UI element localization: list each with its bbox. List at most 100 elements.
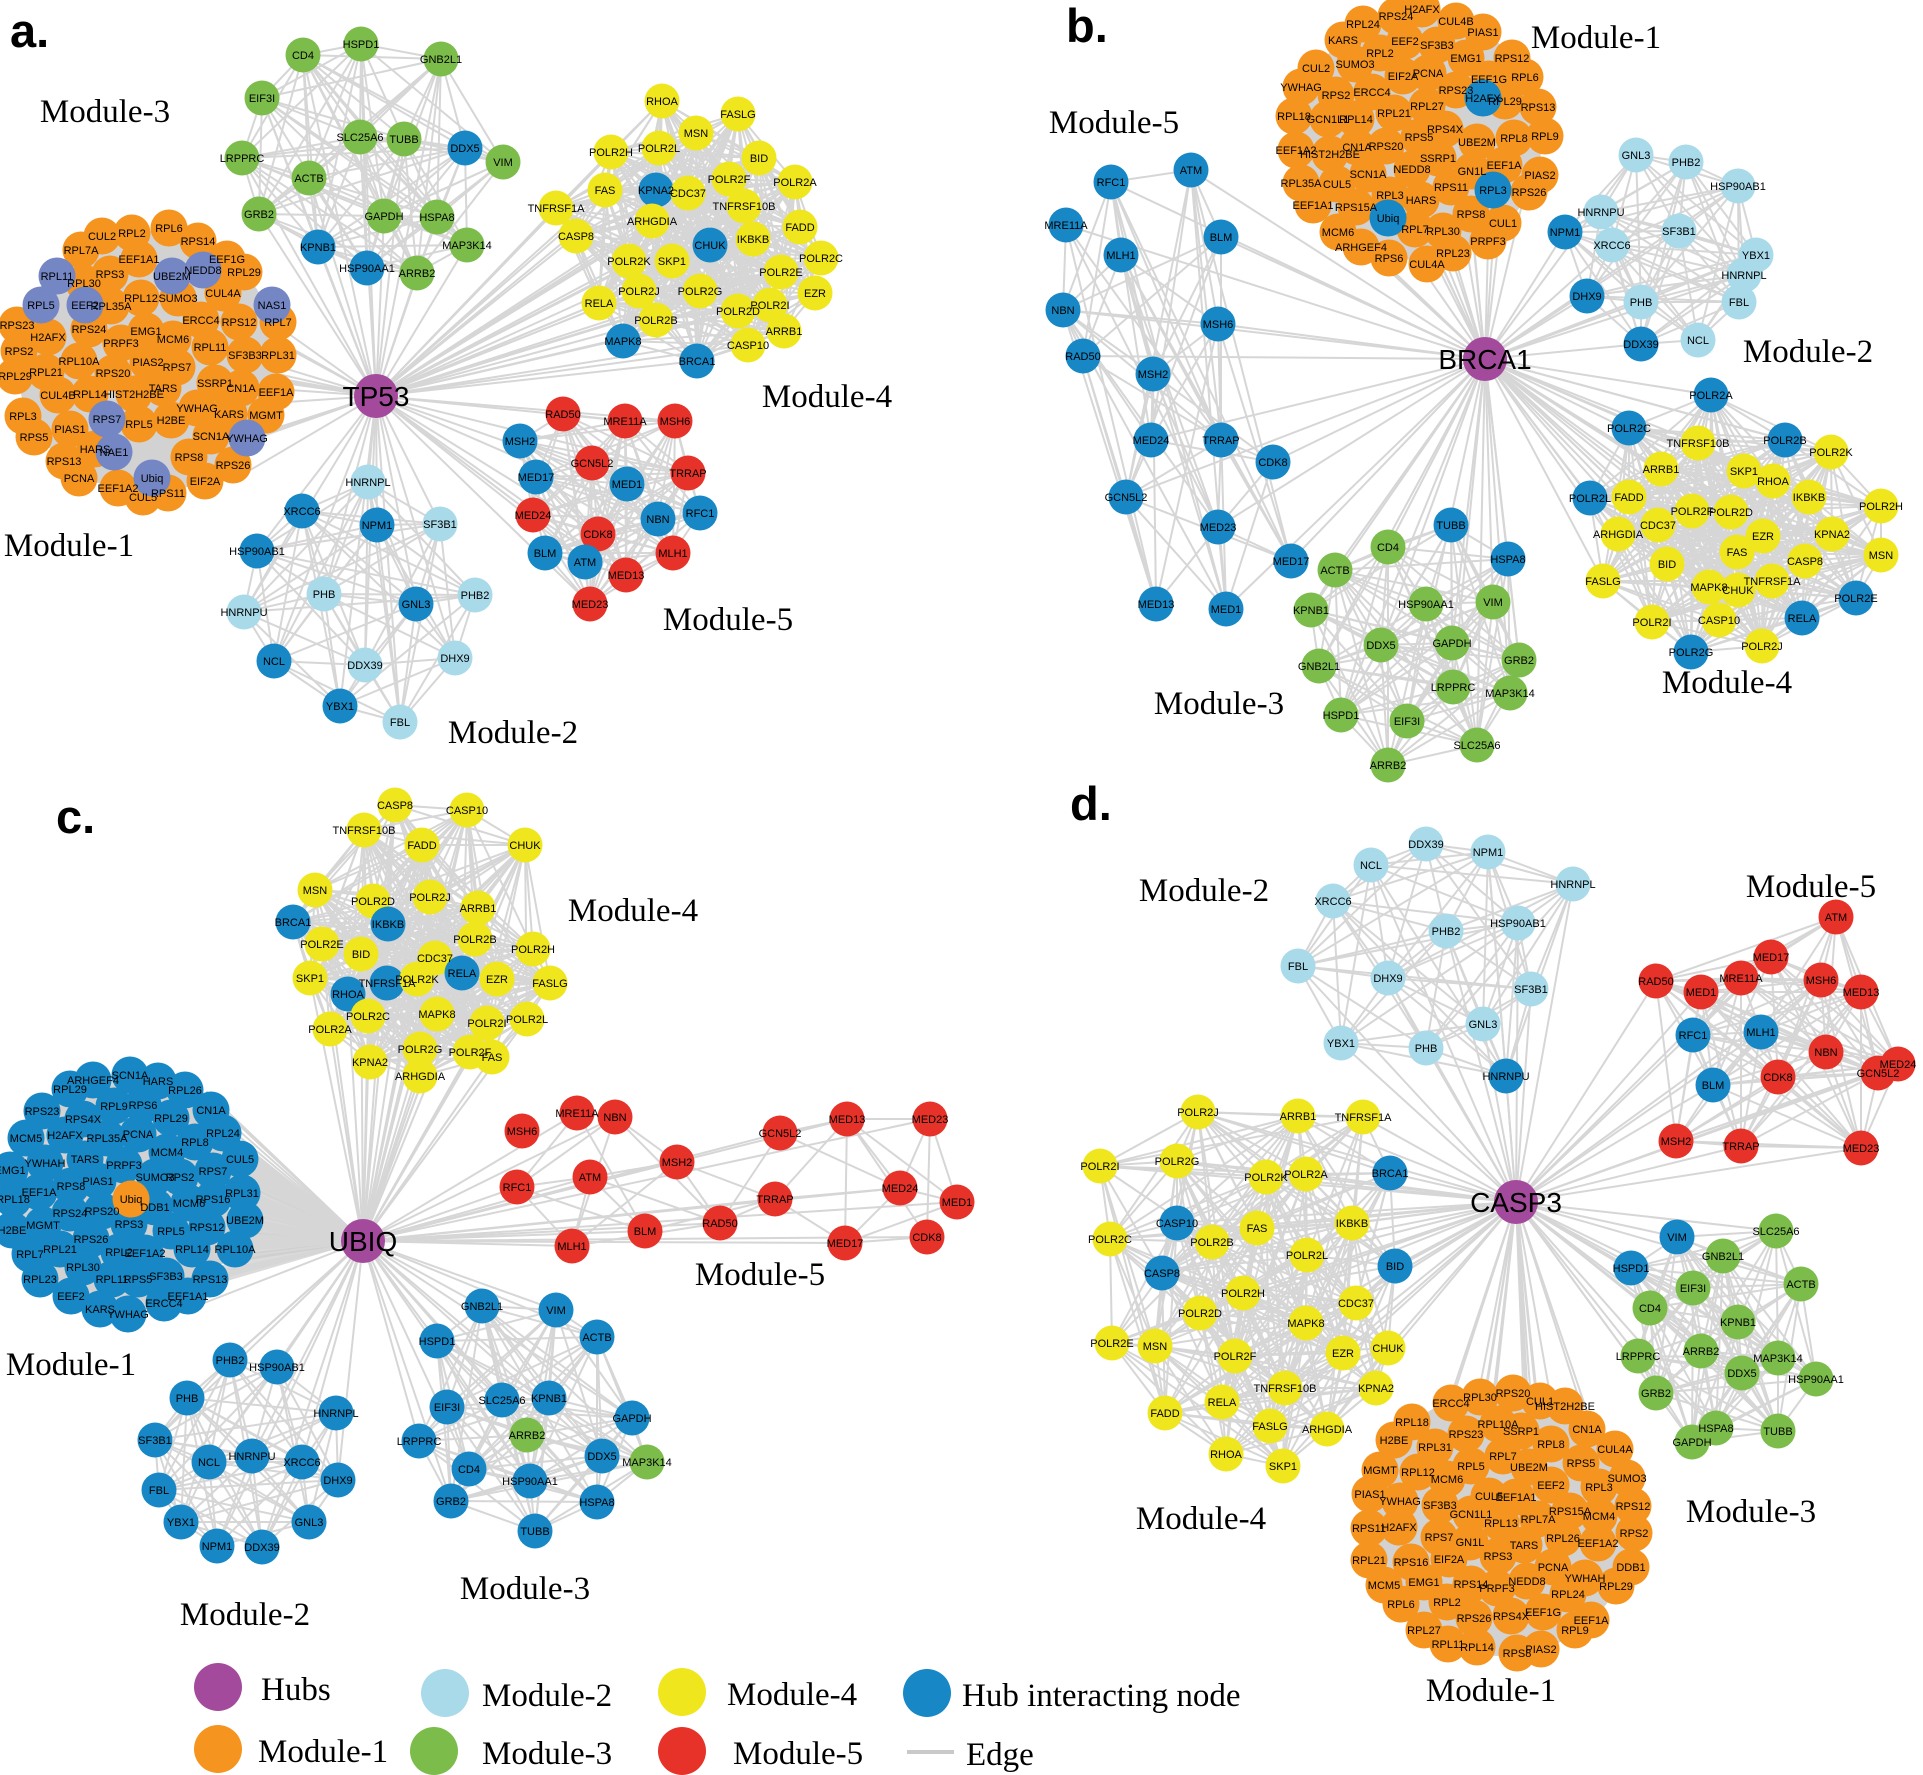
svg-text:MED17: MED17 (1753, 952, 1790, 964)
svg-text:MSN: MSN (684, 128, 709, 140)
svg-text:YBX1: YBX1 (1327, 1038, 1355, 1050)
svg-text:POLR2F: POLR2F (708, 174, 751, 186)
svg-text:MRE11A: MRE11A (603, 416, 647, 428)
svg-text:YBX1: YBX1 (167, 1517, 195, 1529)
svg-text:POLR2J: POLR2J (1177, 1107, 1219, 1119)
svg-text:H2BE: H2BE (1380, 1435, 1409, 1447)
svg-text:Module-1: Module-1 (258, 1734, 388, 1770)
svg-text:MLH1: MLH1 (1746, 1027, 1775, 1039)
svg-text:DDX39: DDX39 (1408, 839, 1443, 851)
svg-text:MCM6: MCM6 (1431, 1474, 1463, 1486)
svg-text:VIM: VIM (493, 157, 513, 169)
svg-text:EEF2: EEF2 (1391, 36, 1419, 48)
svg-text:PIAS2: PIAS2 (1525, 1644, 1556, 1656)
svg-text:BRCA1: BRCA1 (1438, 344, 1531, 375)
svg-text:Module-3: Module-3 (460, 1571, 590, 1607)
svg-text:EEF1A2: EEF1A2 (125, 1248, 166, 1260)
svg-text:RPS12: RPS12 (222, 317, 257, 329)
svg-text:CUL4B: CUL4B (40, 390, 75, 402)
svg-text:KPNB1: KPNB1 (300, 242, 336, 254)
svg-text:EIF3I: EIF3I (1680, 1283, 1706, 1295)
svg-text:POLR2L: POLR2L (1569, 493, 1611, 505)
svg-text:EEF1A: EEF1A (1487, 160, 1523, 172)
svg-text:PRPF3: PRPF3 (106, 1160, 141, 1172)
svg-text:MSN: MSN (1143, 1341, 1168, 1353)
svg-text:FASLG: FASLG (532, 978, 567, 990)
svg-text:FADD: FADD (1150, 1408, 1179, 1420)
svg-text:PIAS1: PIAS1 (1467, 27, 1498, 39)
svg-text:HSPA8: HSPA8 (1698, 1423, 1733, 1435)
svg-text:SLC25A6: SLC25A6 (1453, 740, 1500, 752)
svg-text:CUL2: CUL2 (88, 231, 116, 243)
svg-text:H2AFX: H2AFX (30, 332, 66, 344)
svg-text:YWHAG: YWHAG (226, 433, 268, 445)
svg-text:GN1L: GN1L (1456, 1537, 1485, 1549)
svg-text:CN1A: CN1A (226, 383, 256, 395)
svg-text:MCM5: MCM5 (10, 1133, 42, 1145)
svg-text:SUMO3: SUMO3 (135, 1172, 174, 1184)
svg-text:HNRNPL: HNRNPL (345, 477, 390, 489)
svg-text:ARHGEF4: ARHGEF4 (67, 1075, 119, 1087)
svg-text:RAD50: RAD50 (1638, 976, 1673, 988)
svg-text:RPS13: RPS13 (1521, 102, 1556, 114)
svg-text:HARS: HARS (143, 1076, 174, 1088)
svg-text:RFC1: RFC1 (503, 1182, 532, 1194)
svg-text:RPL18: RPL18 (1277, 111, 1311, 123)
svg-text:MLH1: MLH1 (1106, 250, 1135, 262)
svg-text:CUL1: CUL1 (1489, 218, 1517, 230)
svg-text:POLR2A: POLR2A (773, 177, 817, 189)
svg-text:H2AFX: H2AFX (1465, 93, 1501, 105)
svg-text:DDX39: DDX39 (1623, 339, 1658, 351)
svg-text:MSH6: MSH6 (507, 1126, 538, 1138)
svg-text:EEF1A1: EEF1A1 (1293, 200, 1334, 212)
svg-text:NPM1: NPM1 (1473, 847, 1504, 859)
svg-text:EEF1A: EEF1A (259, 387, 295, 399)
svg-text:BLM: BLM (1210, 232, 1233, 244)
svg-text:POLR2A: POLR2A (1689, 390, 1733, 402)
svg-text:RPS3: RPS3 (115, 1219, 144, 1231)
svg-text:GNB2L1: GNB2L1 (1298, 661, 1340, 673)
svg-text:CUL2: CUL2 (1302, 63, 1330, 75)
svg-text:GNL3: GNL3 (1622, 150, 1651, 162)
svg-text:HNRNPU: HNRNPU (1482, 1071, 1529, 1083)
svg-text:PHB: PHB (176, 1393, 199, 1405)
svg-text:SF3B3: SF3B3 (1420, 40, 1454, 52)
svg-text:RPL24: RPL24 (206, 1128, 240, 1140)
svg-text:CASP10: CASP10 (1156, 1218, 1198, 1230)
svg-text:BLM: BLM (534, 548, 557, 560)
svg-text:GCN5L2: GCN5L2 (1105, 492, 1148, 504)
svg-text:EEF1A: EEF1A (22, 1187, 58, 1199)
svg-text:RPL29: RPL29 (53, 1084, 87, 1096)
svg-text:HARS: HARS (80, 444, 111, 456)
svg-text:POLR2E: POLR2E (300, 939, 343, 951)
svg-text:RPS20: RPS20 (96, 368, 131, 380)
svg-text:RPL12: RPL12 (124, 293, 158, 305)
svg-text:MSH2: MSH2 (1138, 369, 1169, 381)
svg-text:RAD50: RAD50 (545, 409, 580, 421)
svg-text:GNB2L1: GNB2L1 (461, 1301, 503, 1313)
svg-text:RPS7: RPS7 (93, 414, 122, 426)
svg-text:ACTB: ACTB (582, 1332, 611, 1344)
svg-text:SCN1A: SCN1A (1350, 169, 1387, 181)
svg-text:POLR2H: POLR2H (1859, 501, 1903, 513)
svg-text:POLR2L: POLR2L (638, 143, 680, 155)
svg-text:RPS11: RPS11 (151, 488, 185, 500)
svg-text:NBN: NBN (603, 1112, 626, 1124)
svg-text:UBE2M: UBE2M (1510, 1462, 1548, 1474)
svg-text:Module-5: Module-5 (695, 1257, 825, 1293)
svg-text:Module-2: Module-2 (180, 1597, 310, 1633)
svg-text:GCN5L2: GCN5L2 (571, 458, 614, 470)
svg-text:POLR2G: POLR2G (678, 286, 723, 298)
svg-text:POLR2D: POLR2D (1178, 1308, 1222, 1320)
svg-text:GN1L: GN1L (1458, 166, 1487, 178)
svg-text:TARS: TARS (149, 383, 178, 395)
svg-text:POLR2D: POLR2D (1709, 507, 1753, 519)
svg-text:HNRNPL: HNRNPL (313, 1408, 358, 1420)
svg-text:RPS4X: RPS4X (1493, 1611, 1530, 1623)
svg-text:RPL2: RPL2 (118, 228, 146, 240)
svg-text:EEF1A2: EEF1A2 (98, 483, 139, 495)
svg-text:RPL21: RPL21 (43, 1244, 77, 1256)
svg-text:RPS12: RPS12 (1616, 1501, 1651, 1513)
svg-text:RPS12: RPS12 (1495, 53, 1530, 65)
svg-text:Ubiq: Ubiq (120, 1194, 143, 1206)
